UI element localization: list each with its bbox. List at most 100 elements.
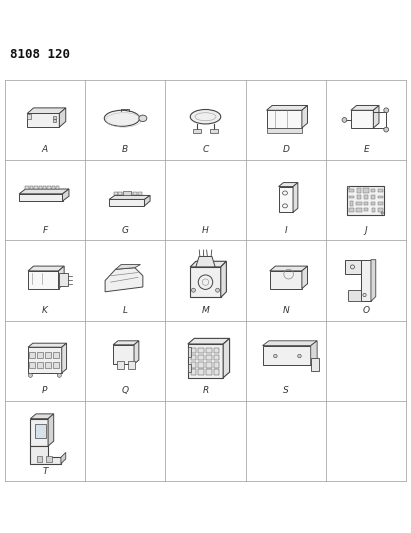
Circle shape	[298, 354, 301, 358]
Bar	[267, 128, 302, 133]
Polygon shape	[62, 343, 67, 373]
Polygon shape	[105, 268, 143, 292]
Text: T: T	[42, 467, 48, 476]
Bar	[123, 192, 127, 196]
Polygon shape	[302, 106, 307, 128]
Bar	[363, 189, 369, 193]
Text: I: I	[284, 226, 287, 235]
Bar	[118, 192, 122, 196]
Polygon shape	[270, 266, 307, 271]
Bar	[206, 369, 212, 375]
Circle shape	[342, 117, 347, 123]
Bar	[210, 129, 217, 133]
Polygon shape	[302, 266, 307, 288]
Circle shape	[28, 373, 32, 377]
Polygon shape	[188, 338, 230, 344]
Bar	[198, 355, 204, 360]
Bar	[29, 352, 35, 359]
Polygon shape	[351, 106, 379, 110]
Bar	[378, 202, 383, 205]
Polygon shape	[27, 114, 59, 127]
Bar	[206, 355, 212, 360]
Bar	[30, 419, 48, 446]
Polygon shape	[267, 106, 307, 110]
Polygon shape	[311, 341, 317, 365]
Bar	[28, 347, 62, 373]
Polygon shape	[144, 196, 150, 206]
Bar	[37, 362, 43, 368]
Text: G: G	[122, 226, 129, 235]
Bar	[39, 186, 42, 189]
Bar	[47, 186, 51, 189]
Bar	[56, 186, 60, 189]
Bar	[123, 191, 131, 196]
Polygon shape	[62, 189, 69, 201]
Bar	[27, 114, 31, 119]
Circle shape	[384, 127, 389, 132]
Bar	[198, 348, 204, 353]
Bar	[364, 195, 369, 199]
Bar	[113, 345, 134, 364]
Text: C: C	[202, 146, 209, 155]
Bar	[52, 186, 55, 189]
Bar	[34, 186, 38, 189]
Circle shape	[192, 288, 196, 292]
Bar	[345, 260, 361, 274]
Circle shape	[381, 212, 383, 214]
Bar	[58, 273, 68, 286]
Polygon shape	[19, 194, 62, 201]
Polygon shape	[371, 260, 376, 302]
Bar	[311, 358, 319, 370]
Bar	[378, 189, 383, 192]
Bar	[113, 192, 118, 196]
Polygon shape	[61, 453, 66, 464]
Bar	[191, 362, 196, 368]
Bar	[191, 348, 196, 353]
Bar	[45, 362, 51, 368]
Bar	[279, 187, 293, 212]
Bar	[198, 369, 204, 375]
Bar	[364, 202, 368, 205]
Polygon shape	[293, 183, 298, 212]
Polygon shape	[28, 343, 67, 347]
Text: Q: Q	[122, 386, 129, 395]
Bar	[198, 362, 204, 368]
Bar	[45, 352, 51, 359]
Bar	[214, 355, 219, 360]
Bar	[133, 192, 137, 196]
Bar	[214, 348, 219, 353]
Polygon shape	[27, 108, 66, 114]
Ellipse shape	[190, 109, 221, 124]
Bar	[28, 271, 58, 288]
Bar	[206, 348, 212, 353]
Polygon shape	[263, 341, 317, 345]
Bar	[214, 362, 219, 368]
Bar	[357, 188, 360, 193]
Text: M: M	[202, 306, 209, 315]
Polygon shape	[279, 183, 298, 187]
Bar	[29, 362, 35, 368]
Bar	[372, 208, 375, 212]
Text: R: R	[202, 386, 209, 395]
Text: O: O	[363, 306, 369, 315]
Text: A: A	[42, 146, 48, 155]
Bar	[350, 201, 353, 206]
Bar	[188, 364, 191, 372]
Polygon shape	[59, 108, 66, 127]
Bar	[191, 355, 196, 360]
Bar	[43, 186, 46, 189]
Bar	[371, 189, 376, 192]
Bar	[188, 344, 223, 378]
Polygon shape	[113, 341, 139, 345]
Polygon shape	[58, 266, 64, 288]
Bar	[138, 192, 142, 196]
Bar	[349, 189, 354, 192]
Bar	[351, 110, 373, 128]
Text: P: P	[42, 386, 48, 395]
Bar	[191, 369, 196, 375]
Polygon shape	[30, 446, 61, 464]
Text: F: F	[42, 226, 47, 235]
Text: H: H	[202, 226, 209, 235]
Text: J: J	[365, 226, 367, 235]
Bar	[371, 201, 376, 205]
